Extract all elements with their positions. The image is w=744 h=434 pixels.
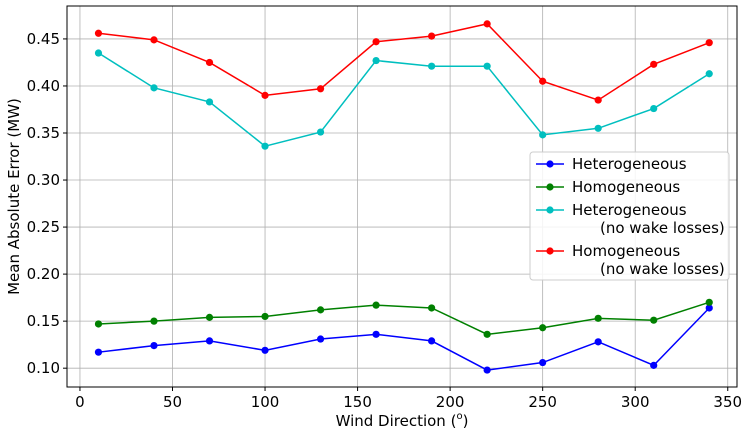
data-point <box>205 58 214 67</box>
legend-label: Heterogeneous <box>572 155 687 173</box>
x-tick-label: 250 <box>528 393 557 411</box>
series <box>94 298 713 338</box>
x-tick-label: 200 <box>436 393 465 411</box>
data-point <box>483 62 491 70</box>
legend-swatch-marker <box>546 247 554 255</box>
legend-item: Homogeneous(no wake losses) <box>536 242 725 278</box>
y-tick-label: 0.10 <box>27 359 60 377</box>
x-axis-label-superscript: o <box>456 411 462 422</box>
data-point <box>705 304 713 312</box>
data-point <box>539 358 547 367</box>
x-tick-label: 50 <box>163 393 182 411</box>
legend-item: Heterogeneous <box>536 155 687 173</box>
x-tick-label: 100 <box>251 393 280 411</box>
legend: HeterogeneousHomogeneousHeterogeneous(no… <box>529 151 730 281</box>
legend-label: Heterogeneous <box>572 201 687 219</box>
data-point <box>150 342 158 350</box>
series-line <box>98 307 710 371</box>
data-point <box>428 337 436 345</box>
data-point <box>539 77 547 85</box>
legend-swatch-marker <box>546 160 554 168</box>
data-point <box>94 348 103 356</box>
series-line <box>98 52 710 147</box>
data-point <box>316 128 325 136</box>
data-point <box>483 20 491 28</box>
x-tick-label: 300 <box>621 393 650 411</box>
legend-swatch-marker <box>546 206 554 214</box>
legend-swatch-marker <box>546 183 554 191</box>
data-point <box>316 306 325 314</box>
data-point <box>261 312 269 321</box>
x-axis-label: Wind Direction (o) <box>336 411 469 430</box>
legend-label: Homogeneous <box>572 178 680 196</box>
data-point <box>483 366 491 374</box>
data-point <box>205 337 214 345</box>
data-point <box>94 320 103 328</box>
data-point <box>428 32 436 40</box>
data-point <box>483 330 491 338</box>
data-point <box>94 29 103 37</box>
y-axis-ticks: 0.10 0.15 0.20 0.25 0.30 0.35 0.40 0.45 <box>27 30 67 377</box>
series <box>94 20 713 104</box>
data-point <box>372 56 380 65</box>
data-point <box>316 335 325 343</box>
data-point <box>650 316 658 324</box>
y-tick-label: 0.40 <box>27 77 60 95</box>
data-point <box>594 124 602 132</box>
legend-item: Heterogeneous(no wake losses) <box>536 201 725 237</box>
y-tick-label: 0.15 <box>27 312 60 330</box>
series-line <box>98 23 710 101</box>
data-point <box>428 62 436 70</box>
data-point <box>539 324 547 332</box>
data-point <box>705 70 713 78</box>
series <box>94 304 713 374</box>
data-point <box>594 338 602 346</box>
x-axis-ticks: 0 50 100 150 200 250 300 350 <box>75 387 742 411</box>
series-line <box>98 301 710 336</box>
data-point <box>150 84 158 92</box>
data-point <box>705 298 713 306</box>
legend-label: (no wake losses) <box>600 260 725 278</box>
data-point <box>372 301 380 309</box>
legend-item: Homogeneous <box>536 178 680 196</box>
legend-box <box>529 151 730 281</box>
data-point <box>650 60 658 68</box>
data-point <box>94 49 103 57</box>
y-tick-label: 0.20 <box>27 265 60 283</box>
data-point <box>594 96 602 104</box>
data-point <box>539 131 547 139</box>
y-tick-label: 0.30 <box>27 171 60 189</box>
data-point <box>150 317 158 325</box>
data-point <box>650 361 658 369</box>
series-layer <box>94 20 713 374</box>
x-tick-label: 0 <box>75 393 85 411</box>
data-point <box>705 39 713 47</box>
data-point <box>316 85 325 93</box>
data-point <box>261 346 269 354</box>
data-point <box>594 314 602 322</box>
y-tick-label: 0.35 <box>27 124 60 142</box>
y-tick-label: 0.45 <box>27 30 60 48</box>
data-point <box>205 313 214 321</box>
x-axis-label-text: Wind Direction ( <box>336 412 457 430</box>
x-axis-label-end: ) <box>463 412 469 430</box>
legend-label: (no wake losses) <box>600 219 725 237</box>
legend-label: Homogeneous <box>572 242 680 260</box>
data-point <box>261 142 269 150</box>
y-axis-label: Mean Absolute Error (MW) <box>5 98 23 295</box>
data-point <box>650 104 658 113</box>
data-point <box>150 36 158 44</box>
plot-area-frame <box>66 5 738 388</box>
data-point <box>205 98 214 106</box>
series <box>94 49 713 150</box>
y-tick-label: 0.25 <box>27 218 60 236</box>
data-point <box>372 38 380 46</box>
data-point <box>372 330 380 338</box>
x-tick-label: 150 <box>343 393 372 411</box>
x-tick-label: 350 <box>713 393 742 411</box>
data-point <box>261 91 269 99</box>
data-point <box>428 304 436 312</box>
